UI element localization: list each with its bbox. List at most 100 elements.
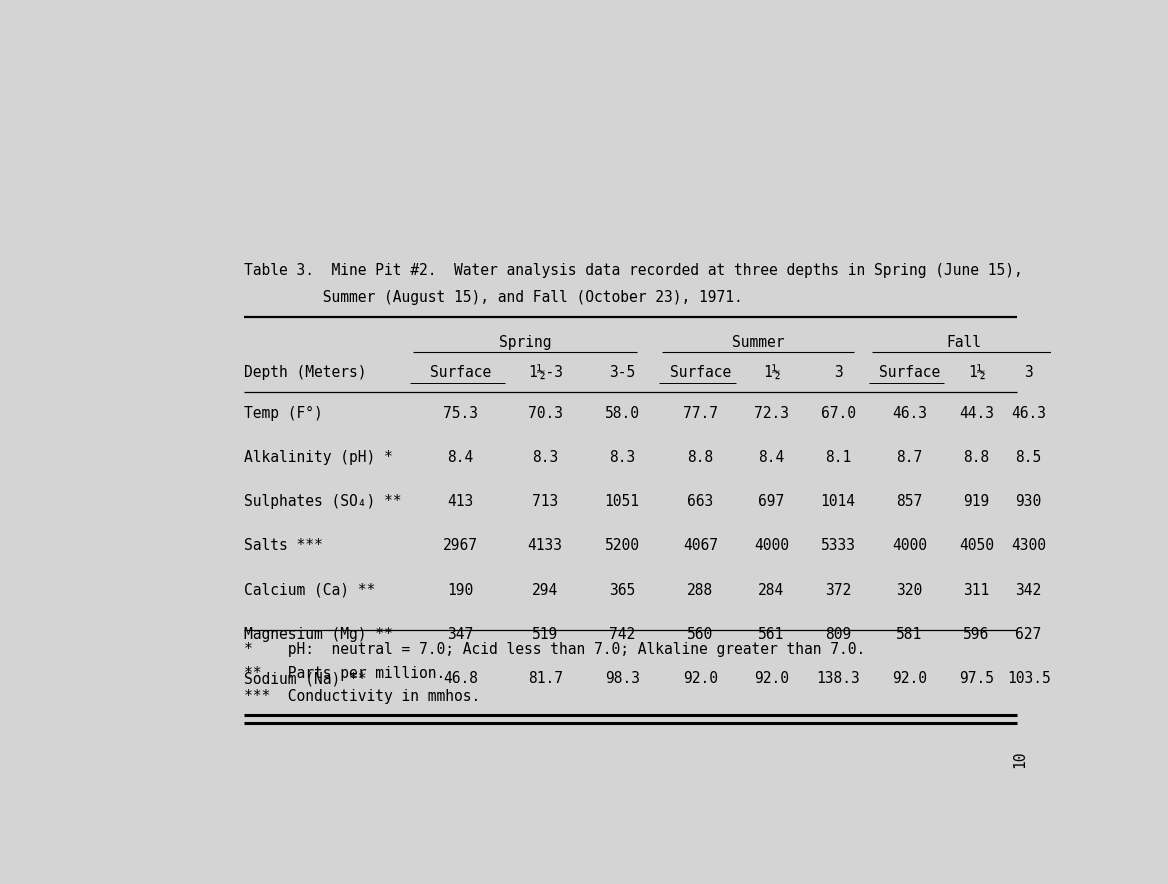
Text: 919: 919 [964, 494, 989, 509]
Text: 372: 372 [825, 583, 851, 598]
Text: 8.4: 8.4 [758, 450, 785, 465]
Text: 713: 713 [533, 494, 558, 509]
Text: 3-5: 3-5 [609, 365, 635, 380]
Text: 663: 663 [687, 494, 714, 509]
Text: 77.7: 77.7 [683, 406, 718, 421]
Text: 8.7: 8.7 [896, 450, 923, 465]
Text: Fall: Fall [946, 335, 981, 350]
Point [630, 347, 644, 358]
Text: 1½: 1½ [763, 365, 780, 380]
Text: 8.8: 8.8 [687, 450, 714, 465]
Text: 72.3: 72.3 [755, 406, 790, 421]
Text: 560: 560 [687, 627, 714, 642]
Text: Summer: Summer [731, 335, 784, 350]
Text: ***  Conductivity in mmhos.: *** Conductivity in mmhos. [244, 690, 480, 705]
Text: 284: 284 [758, 583, 785, 598]
Text: Surface: Surface [430, 365, 492, 380]
Text: Spring: Spring [499, 335, 551, 350]
Text: Alkalinity (pH) *: Alkalinity (pH) * [244, 450, 392, 465]
Text: 70.3: 70.3 [528, 406, 563, 421]
Text: **   Parts per million.: ** Parts per million. [244, 666, 445, 681]
Point [862, 377, 876, 388]
Text: 311: 311 [964, 583, 989, 598]
Text: Sodium (Na) **: Sodium (Na) ** [244, 671, 367, 686]
Text: 3: 3 [1024, 365, 1033, 380]
Text: 365: 365 [609, 583, 635, 598]
Text: Summer (August 15), and Fall (October 23), 1971.: Summer (August 15), and Fall (October 23… [244, 290, 743, 305]
Text: 288: 288 [687, 583, 714, 598]
Text: 342: 342 [1015, 583, 1042, 598]
Text: 103.5: 103.5 [1007, 671, 1050, 686]
Point [1049, 347, 1063, 358]
Text: 98.3: 98.3 [605, 671, 640, 686]
Text: 519: 519 [533, 627, 558, 642]
Text: 8.4: 8.4 [447, 450, 474, 465]
Text: Magnesium (Mg) **: Magnesium (Mg) ** [244, 627, 392, 642]
Text: 347: 347 [447, 627, 474, 642]
Point [865, 347, 880, 358]
Point [655, 347, 669, 358]
Text: 75.3: 75.3 [443, 406, 478, 421]
Text: 742: 742 [609, 627, 635, 642]
Text: 81.7: 81.7 [528, 671, 563, 686]
Text: Surface: Surface [669, 365, 731, 380]
Point [406, 347, 420, 358]
Text: 44.3: 44.3 [959, 406, 994, 421]
Text: 857: 857 [896, 494, 923, 509]
Point [652, 377, 666, 388]
Text: 930: 930 [1015, 494, 1042, 509]
Text: 5200: 5200 [605, 538, 640, 553]
Text: 138.3: 138.3 [816, 671, 860, 686]
Text: 1014: 1014 [821, 494, 855, 509]
Text: Depth (Meters): Depth (Meters) [244, 365, 367, 380]
Point [729, 377, 743, 388]
Text: 190: 190 [447, 583, 474, 598]
Text: 8.3: 8.3 [609, 450, 635, 465]
Point [938, 377, 952, 388]
Text: Sulphates (SO₄) **: Sulphates (SO₄) ** [244, 494, 402, 509]
Text: Temp (F°): Temp (F°) [244, 406, 322, 421]
Point [403, 377, 417, 388]
Text: 92.0: 92.0 [755, 671, 790, 686]
Text: 413: 413 [447, 494, 474, 509]
Text: 2967: 2967 [443, 538, 478, 553]
Text: 581: 581 [896, 627, 923, 642]
Text: Table 3.  Mine Pit #2.  Water analysis data recorded at three depths in Spring (: Table 3. Mine Pit #2. Water analysis dat… [244, 263, 1022, 278]
Text: Surface: Surface [878, 365, 940, 380]
Text: *    pH:  neutral = 7.0; Acid less than 7.0; Alkaline greater than 7.0.: * pH: neutral = 7.0; Acid less than 7.0;… [244, 642, 865, 657]
Text: 4000: 4000 [755, 538, 790, 553]
Point [499, 377, 513, 388]
Text: 1½-3: 1½-3 [528, 365, 563, 380]
Text: 809: 809 [825, 627, 851, 642]
Text: 697: 697 [758, 494, 785, 509]
Text: 627: 627 [1015, 627, 1042, 642]
Text: 561: 561 [758, 627, 785, 642]
Text: Calcium (Ca) **: Calcium (Ca) ** [244, 583, 375, 598]
Text: 92.0: 92.0 [892, 671, 927, 686]
Text: 4300: 4300 [1011, 538, 1047, 553]
Text: 97.5: 97.5 [959, 671, 994, 686]
Text: 3: 3 [834, 365, 842, 380]
Text: 4067: 4067 [683, 538, 718, 553]
Text: 320: 320 [896, 583, 923, 598]
Text: 46.8: 46.8 [443, 671, 478, 686]
Text: Salts ***: Salts *** [244, 538, 322, 553]
Text: 294: 294 [533, 583, 558, 598]
Text: 4050: 4050 [959, 538, 994, 553]
Text: 58.0: 58.0 [605, 406, 640, 421]
Text: 46.3: 46.3 [892, 406, 927, 421]
Point [847, 347, 861, 358]
Text: 4133: 4133 [528, 538, 563, 553]
Text: 67.0: 67.0 [821, 406, 855, 421]
Text: 1051: 1051 [605, 494, 640, 509]
Text: 8.1: 8.1 [825, 450, 851, 465]
Text: 596: 596 [964, 627, 989, 642]
Text: 8.5: 8.5 [1015, 450, 1042, 465]
Text: 46.3: 46.3 [1011, 406, 1047, 421]
Text: 1½: 1½ [968, 365, 986, 380]
Text: 5333: 5333 [821, 538, 855, 553]
Text: 8.8: 8.8 [964, 450, 989, 465]
Text: 4000: 4000 [892, 538, 927, 553]
Text: 8.3: 8.3 [533, 450, 558, 465]
Text: 92.0: 92.0 [683, 671, 718, 686]
